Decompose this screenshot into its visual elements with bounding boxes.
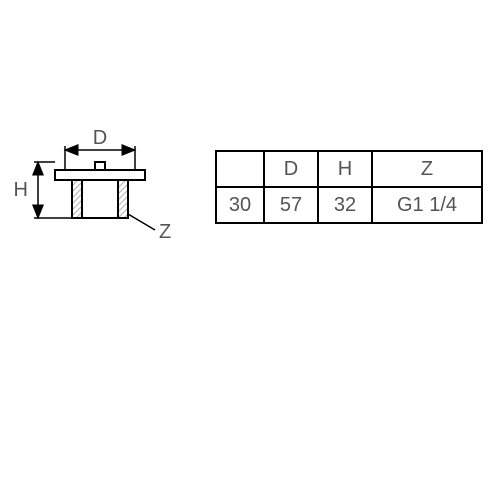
figure-canvas: DHZ DHZ305732G1 1/4 (0, 0, 500, 500)
dim-label-Z: Z (159, 221, 171, 243)
table-header-cell: Z (372, 151, 482, 187)
dim-label-H: H (14, 179, 28, 201)
table-cell: 30 (216, 187, 264, 223)
table-header-row: DHZ (216, 151, 482, 187)
table-header-cell: H (318, 151, 372, 187)
table-cell: 32 (318, 187, 372, 223)
table-header-cell (216, 151, 264, 187)
part-drawing: DHZ (0, 0, 500, 500)
table-header-cell: D (264, 151, 318, 187)
dim-label-D: D (93, 127, 107, 149)
table-row: 305732G1 1/4 (216, 187, 482, 223)
spec-table: DHZ305732G1 1/4 (215, 150, 483, 224)
table-cell: 57 (264, 187, 318, 223)
table-cell: G1 1/4 (372, 187, 482, 223)
